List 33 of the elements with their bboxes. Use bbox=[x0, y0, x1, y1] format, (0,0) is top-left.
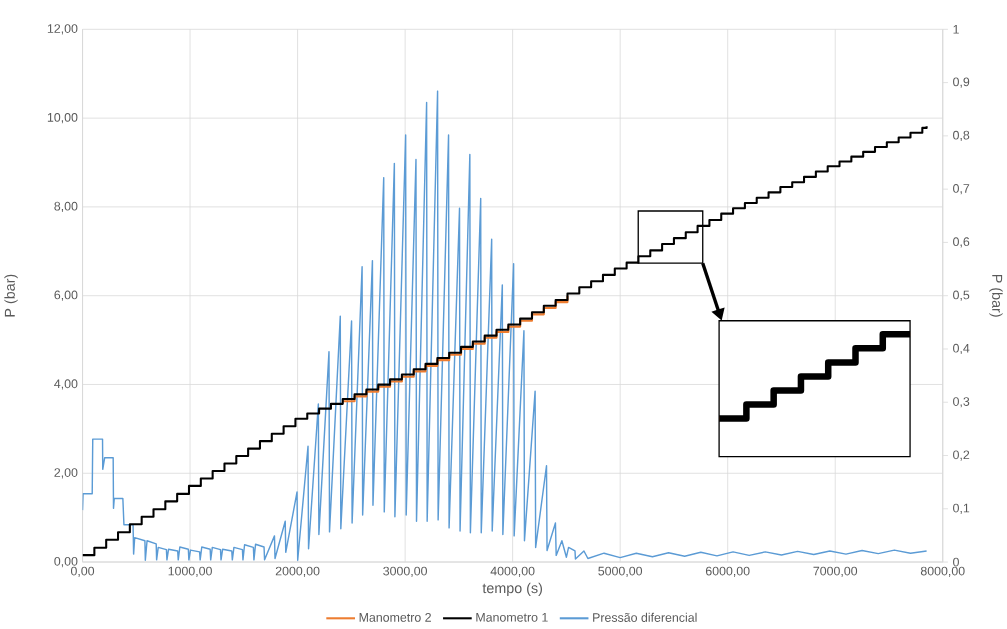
y2-tick-label: 0,6 bbox=[953, 237, 970, 248]
y2-tick-label: 0,7 bbox=[953, 184, 970, 195]
y2-tick-label: 1 bbox=[953, 25, 959, 34]
x-tick-label: 0,00 bbox=[70, 566, 95, 577]
y2-tick-label: 0 bbox=[953, 557, 959, 567]
y2-tick-label: 0,9 bbox=[953, 77, 970, 88]
y2-axis-title: P (bar) bbox=[989, 274, 1003, 317]
y-tick-label: 0,00 bbox=[54, 556, 78, 568]
y2-tick-label: 0,4 bbox=[953, 343, 970, 355]
y-tick-label: 4,00 bbox=[54, 379, 78, 390]
legend-label: Pressão diferencial bbox=[593, 612, 697, 622]
y2-tick-label: 0,1 bbox=[953, 503, 970, 514]
y-tick-label: 12,00 bbox=[47, 24, 78, 35]
x-tick-label: 5000,00 bbox=[598, 566, 643, 577]
x-tick-label: 7000,00 bbox=[813, 566, 858, 577]
legend-label: Manometro 2 bbox=[359, 613, 431, 622]
x-axis-title: tempo (s) bbox=[482, 582, 543, 597]
y-tick-label: 2,00 bbox=[54, 468, 78, 479]
x-tick-label: 4000,00 bbox=[490, 566, 535, 577]
y-axis-title: P (bar) bbox=[4, 274, 18, 317]
x-tick-label: 1000,00 bbox=[168, 566, 212, 577]
y2-tick-label: 0,2 bbox=[953, 450, 970, 461]
y-tick-label: 10,00 bbox=[47, 113, 78, 124]
legend-label: Manometro 1 bbox=[476, 613, 548, 622]
x-tick-label: 2000,00 bbox=[275, 566, 320, 577]
x-tick-label: 6000,00 bbox=[705, 566, 750, 577]
x-tick-label: 8000,00 bbox=[920, 566, 965, 577]
y2-tick-label: 0,3 bbox=[953, 397, 970, 408]
y-tick-label: 6,00 bbox=[54, 290, 78, 301]
y2-tick-label: 0,5 bbox=[953, 290, 970, 301]
y2-tick-label: 0,8 bbox=[953, 130, 970, 142]
x-tick-label: 3000,00 bbox=[383, 566, 427, 577]
y-tick-label: 8,00 bbox=[54, 201, 78, 213]
